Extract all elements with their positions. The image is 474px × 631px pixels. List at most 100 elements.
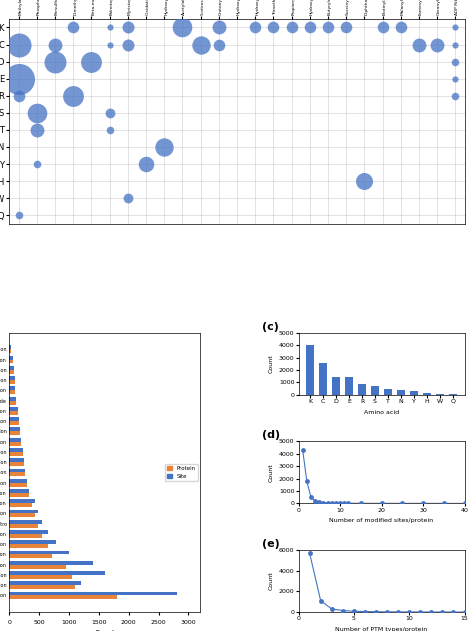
Bar (9, 585, 75, 589)
Bar (9, 360, 13, 363)
Bar (9, 499, 35, 503)
Bar (9, 452, 23, 456)
Y-axis label: Count: Count (268, 463, 273, 482)
Point (51, 40, 59, 50)
Bar (410, 391, 418, 395)
Bar (9, 555, 53, 558)
Point (378, 498, 385, 509)
Point (317, 596, 324, 606)
Bar (9, 401, 16, 404)
Bar (9, 421, 19, 425)
Bar (9, 411, 18, 415)
Bar (9, 458, 24, 462)
Bar (9, 479, 27, 483)
Point (270, 23, 277, 33)
Bar (9, 483, 27, 487)
Point (33, 159, 41, 169)
Bar (9, 509, 38, 514)
Bar (9, 561, 93, 565)
X-axis label: Number of modified sites/protein: Number of modified sites/protein (329, 518, 434, 523)
Bar (9, 468, 25, 473)
Point (106, 23, 113, 33)
Bar (384, 389, 392, 395)
Point (450, 607, 457, 617)
Bar (358, 384, 366, 395)
Point (106, 125, 113, 135)
Bar (371, 386, 379, 395)
Point (328, 604, 336, 614)
Text: (c): (c) (262, 322, 279, 331)
Point (405, 607, 413, 617)
Point (397, 23, 405, 33)
Point (342, 23, 350, 33)
Point (452, 40, 459, 50)
Bar (9, 376, 15, 380)
Bar (9, 345, 11, 350)
Bar (9, 575, 72, 579)
Point (419, 498, 427, 509)
Point (438, 607, 446, 617)
Bar (9, 592, 176, 596)
Point (124, 23, 132, 33)
Point (69, 23, 77, 33)
Bar (9, 530, 48, 534)
Bar (9, 473, 25, 476)
Point (428, 607, 435, 617)
Point (319, 497, 327, 507)
Point (433, 40, 441, 50)
Point (15, 210, 22, 220)
Text: (e): (e) (262, 539, 280, 549)
Point (88, 57, 95, 67)
Bar (9, 350, 11, 353)
Bar (9, 370, 14, 374)
X-axis label: Amino acid: Amino acid (364, 410, 399, 415)
Point (452, 74, 459, 84)
Point (303, 476, 310, 486)
Point (452, 57, 459, 67)
Bar (9, 596, 117, 599)
Bar (9, 407, 18, 411)
Point (299, 445, 307, 455)
Point (197, 40, 204, 50)
Point (215, 23, 223, 33)
Point (106, 108, 113, 118)
Bar (9, 524, 38, 528)
Bar (9, 417, 19, 421)
Point (357, 498, 365, 509)
Bar (9, 540, 56, 544)
Bar (9, 366, 14, 370)
Bar (319, 363, 328, 395)
Point (361, 176, 368, 186)
Bar (9, 571, 105, 575)
Point (415, 40, 423, 50)
Point (15, 74, 22, 84)
Bar (9, 442, 21, 445)
Point (33, 108, 41, 118)
Point (394, 607, 402, 617)
Y-axis label: Count: Count (268, 355, 273, 373)
Bar (9, 397, 16, 401)
Bar (9, 514, 35, 517)
Point (306, 23, 314, 33)
Bar (9, 391, 16, 394)
Bar (9, 427, 20, 432)
Point (452, 23, 459, 33)
Bar (9, 356, 13, 360)
Point (306, 548, 313, 558)
Bar (9, 462, 24, 466)
Point (106, 40, 113, 50)
Legend: Protein, Site: Protein, Site (165, 464, 198, 481)
Bar (9, 565, 66, 569)
Point (440, 498, 447, 509)
Point (316, 497, 323, 507)
Bar (436, 394, 444, 395)
Bar (9, 534, 42, 538)
Point (288, 23, 295, 33)
Point (124, 193, 132, 203)
Point (452, 91, 459, 101)
Bar (9, 386, 16, 391)
Bar (345, 377, 353, 395)
Point (324, 498, 331, 508)
Bar (9, 493, 28, 497)
Point (124, 40, 132, 50)
